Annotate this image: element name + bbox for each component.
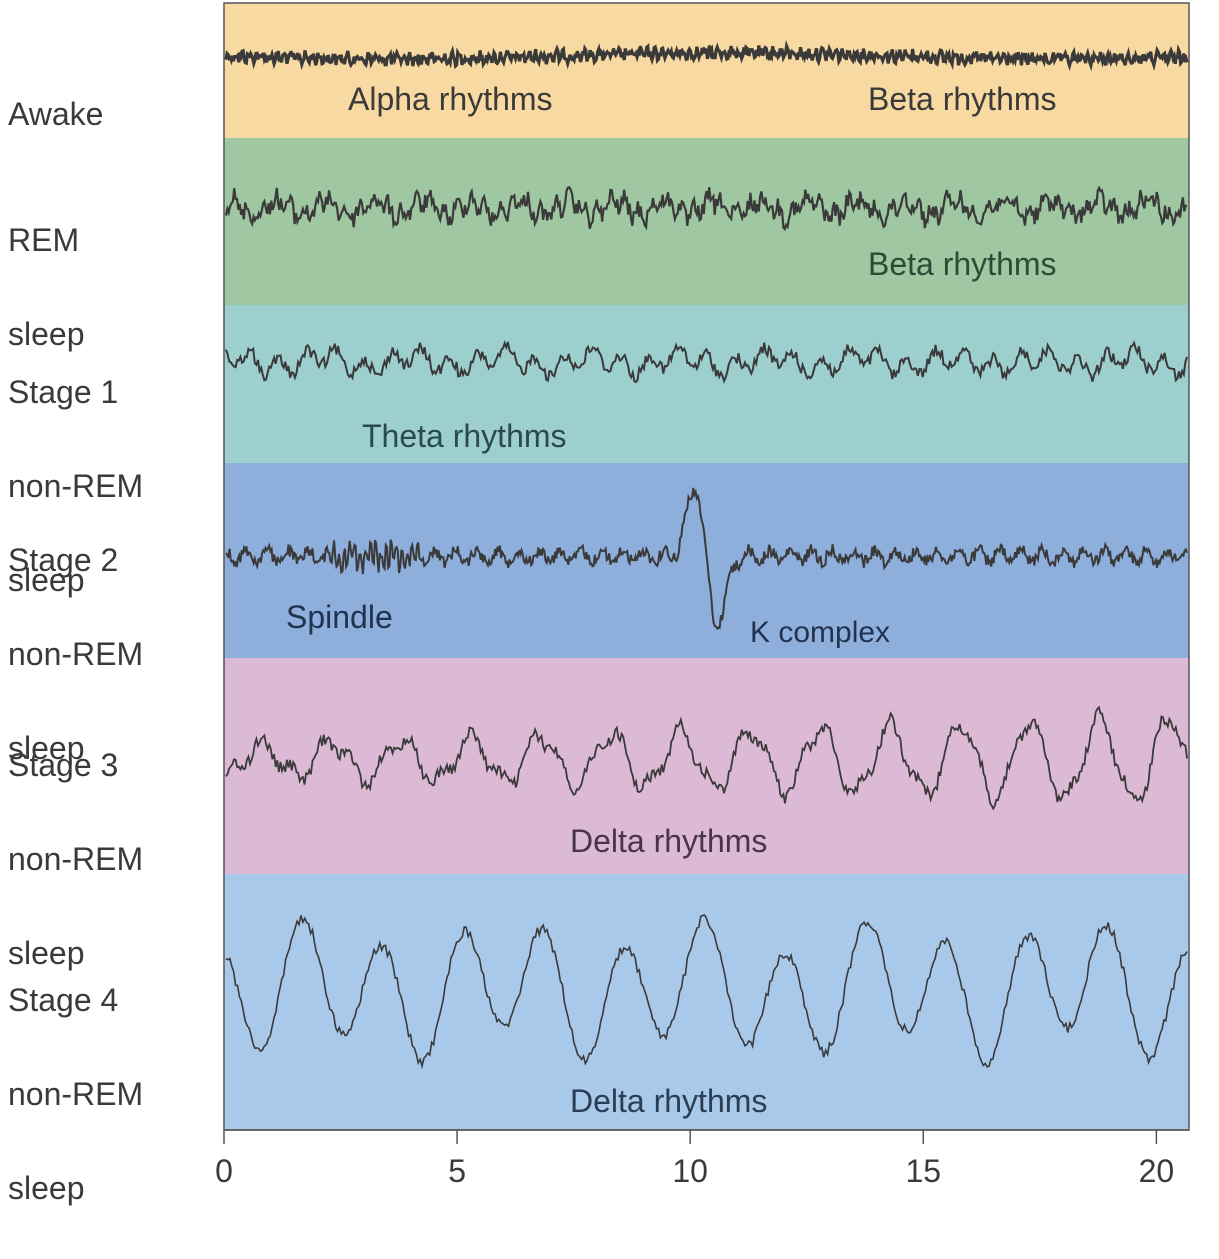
eeg-trace-rem	[224, 185, 1188, 232]
eeg-sleep-stages-figure: Awake REM sleep Stage 1 non-REM sleep St…	[8, 2, 1190, 1206]
annotation-k-complex: K complex	[750, 616, 890, 649]
eeg-trace-stage-3	[225, 705, 1188, 811]
stage-label-line: sleep	[8, 316, 85, 352]
stage-label-line: sleep	[8, 935, 85, 971]
annotation-beta-rhythms: Beta rhythms	[868, 246, 1057, 282]
annotation-theta-rhythms: Theta rhythms	[362, 418, 567, 454]
annotation-delta-rhythms: Delta rhythms	[570, 823, 767, 859]
stage-label-rem: REM sleep	[8, 170, 208, 405]
band-rem	[224, 138, 1189, 305]
stage-label-line: non-REM	[8, 468, 144, 504]
stage-label-line: Awake	[8, 96, 104, 132]
eeg-trace-stage-2	[225, 487, 1188, 631]
stage-label-stage-2: Stage 2 non-REM sleep	[8, 490, 208, 819]
stage-label-line: non-REM	[8, 841, 144, 877]
band-awake	[224, 3, 1189, 138]
x-tick-label: 5	[448, 1153, 466, 1189]
band-stage-4	[224, 874, 1189, 1130]
band-stage-1	[224, 305, 1189, 463]
annotation-beta-rhythms: Beta rhythms	[868, 81, 1057, 117]
annotation-delta-rhythms: Delta rhythms	[570, 1083, 767, 1119]
stage-label-stage-1: Stage 1 non-REM sleep	[8, 322, 208, 651]
eeg-trace-stage-1	[225, 340, 1188, 384]
eeg-plot: Alpha rhythms Beta rhythms Beta rhythms …	[215, 2, 1190, 1189]
x-tick-label: 20	[1139, 1153, 1175, 1189]
x-tick-label: 10	[672, 1153, 708, 1189]
annotation-spindle: Spindle	[286, 599, 393, 635]
stage-label-line: non-REM	[8, 1076, 144, 1112]
eeg-trace-stage-4	[225, 914, 1188, 1070]
stage-label-line: Stage 4	[8, 982, 119, 1018]
stage-label-line: Stage 2	[8, 542, 119, 578]
stage-label-awake: Awake	[8, 44, 208, 185]
annotation-alpha-rhythms: Alpha rhythms	[348, 81, 553, 117]
stage-label-line: REM	[8, 222, 80, 258]
x-tick-label: 15	[905, 1153, 941, 1189]
stage-label-line: sleep	[8, 730, 85, 766]
x-axis: 0 5 10 15 20	[215, 1129, 1189, 1189]
stage-label-line: Stage 1	[8, 374, 119, 410]
eeg-trace-awake	[224, 39, 1189, 72]
stage-label-line: sleep	[8, 562, 85, 598]
x-tick-label: 0	[215, 1153, 233, 1189]
stage-label-line: Stage 3	[8, 747, 119, 783]
stage-label-stage-3: Stage 3 non-REM sleep	[8, 695, 208, 1024]
stage-label-line: non-REM	[8, 636, 144, 672]
